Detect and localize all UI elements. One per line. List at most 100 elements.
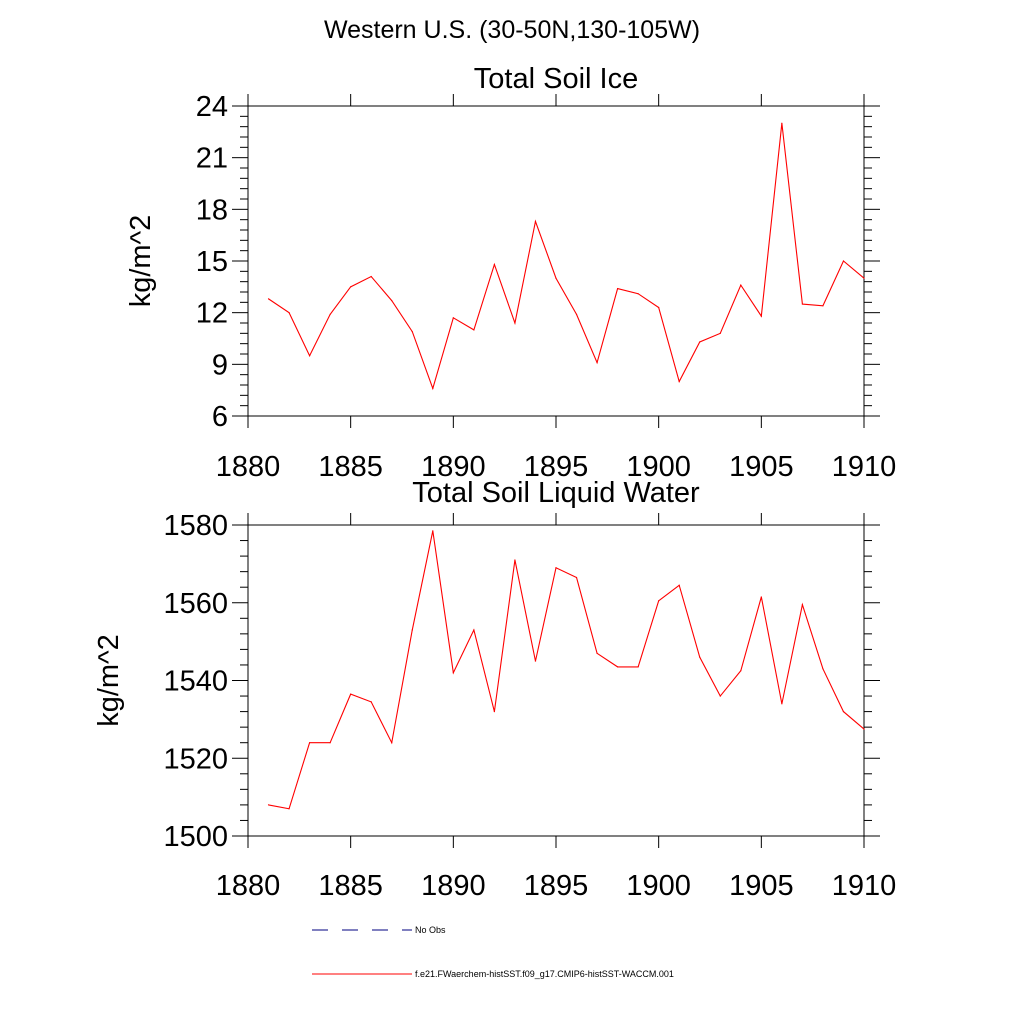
data-point (534, 220, 537, 222)
panel-title: Total Soil Liquid Water (412, 477, 700, 509)
data-point (658, 600, 660, 602)
x-tick-label: 1880 (216, 870, 281, 902)
legend: No Obs f.e21.FWaerchem-histSST.f09_g17.CM… (312, 925, 674, 979)
figure-title: Western U.S. (30-50N,130-105W) (323, 16, 701, 44)
series-line (268, 123, 865, 391)
data-point (596, 362, 598, 364)
data-point (822, 305, 824, 307)
data-point (575, 576, 578, 579)
x-tick-label: 1895 (524, 870, 589, 902)
data-point (617, 666, 619, 668)
data-point (637, 666, 639, 668)
plot-frame (247, 524, 865, 837)
data-point (267, 804, 270, 806)
x-tick-label: 1885 (318, 451, 383, 483)
data-point (678, 584, 680, 586)
data-point (288, 312, 290, 314)
y-tick-label: 21 (196, 143, 228, 175)
data-point (432, 387, 434, 390)
data-point (493, 711, 495, 713)
data-point (267, 298, 270, 300)
data-point (719, 332, 721, 334)
data-point (781, 122, 783, 124)
data-point (555, 277, 557, 279)
data-point (637, 293, 639, 295)
data-point (617, 287, 619, 290)
y-axis-label: kg/m^2 (125, 215, 157, 308)
x-tick-label: 1900 (626, 451, 691, 483)
data-point (473, 629, 475, 631)
y-tick-label: 1580 (163, 510, 228, 542)
x-tick-label: 1910 (832, 870, 897, 902)
data-point (350, 286, 352, 288)
data-point (678, 380, 680, 383)
data-point (514, 322, 516, 324)
legend-label-model: f.e21.FWaerchem-histSST.f09_g17.CMIP6-hi… (415, 969, 674, 979)
plot-frame (247, 105, 865, 417)
data-point (842, 711, 845, 713)
data-point (596, 652, 598, 654)
data-point (329, 313, 331, 315)
data-point (309, 742, 311, 744)
data-point (555, 567, 557, 569)
data-point (760, 596, 762, 598)
data-point (699, 656, 701, 658)
data-point (801, 604, 804, 606)
data-point (801, 303, 804, 305)
data-point (309, 355, 311, 357)
data-point (493, 263, 495, 266)
data-point (473, 329, 475, 331)
x-tick-label: 1895 (524, 451, 589, 483)
y-tick-label: 1560 (163, 588, 228, 620)
y-tick-label: 1540 (163, 666, 228, 698)
panel-title: Total Soil Ice (474, 63, 638, 95)
y-tick-label: 24 (196, 91, 228, 123)
data-point (391, 300, 393, 302)
data-point (514, 559, 516, 561)
data-point (740, 670, 742, 672)
data-point (432, 530, 434, 532)
x-tick-label: 1885 (318, 870, 383, 902)
data-point (452, 317, 454, 319)
data-point (411, 331, 413, 333)
y-tick-label: 15 (196, 246, 228, 278)
data-point (329, 742, 331, 744)
data-point (822, 668, 824, 670)
series-line (268, 530, 865, 810)
x-tick-label: 1905 (729, 870, 794, 902)
data-point (863, 728, 865, 730)
data-point (370, 275, 372, 278)
panel-soil-ice: Total Soil Ice 1880 1885 1890 1895 1900 1905 19… (125, 63, 896, 483)
legend-label-no-obs: No Obs (415, 925, 446, 935)
data-point (534, 660, 537, 662)
y-tick-label: 6 (212, 401, 228, 433)
data-point (863, 277, 865, 279)
data-point (411, 629, 413, 631)
x-tick-label: 1905 (729, 451, 794, 483)
data-point (699, 341, 701, 343)
x-tick-label: 1890 (421, 451, 486, 483)
data-point (391, 742, 393, 744)
x-tick-label: 1910 (832, 451, 897, 483)
data-point (658, 306, 660, 309)
data-point (288, 808, 290, 810)
x-tick-label: 1900 (626, 870, 691, 902)
y-tick-label: 9 (212, 349, 228, 381)
data-point (452, 672, 454, 674)
x-tick-label: 1890 (421, 870, 486, 902)
panel-soil-liquid-water: Total Soil Liquid Water 1880 1885 1890 1895 1… (93, 477, 896, 902)
y-tick-label: 1500 (163, 821, 228, 853)
data-point (842, 260, 845, 262)
data-point (781, 703, 783, 705)
data-point (370, 701, 372, 703)
data-point (350, 693, 352, 695)
y-tick-label: 12 (196, 298, 228, 330)
y-tick-label: 1520 (163, 743, 228, 775)
data-point (719, 695, 721, 697)
y-tick-label: 18 (196, 194, 228, 226)
data-point (740, 284, 742, 286)
y-axis-label: kg/m^2 (93, 634, 125, 727)
x-tick-label: 1880 (216, 451, 281, 483)
data-point (575, 313, 578, 315)
